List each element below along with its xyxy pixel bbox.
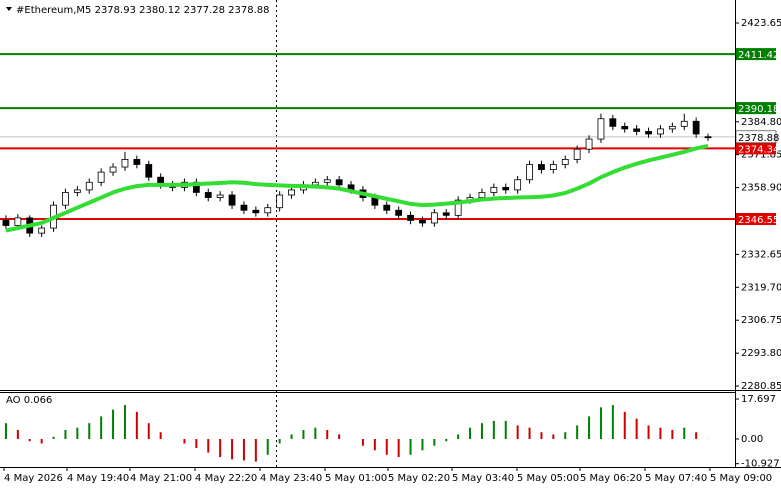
y-tick-label: -10.927	[741, 459, 780, 470]
candle-body	[680, 120, 688, 127]
level-label: 2346.55	[738, 215, 779, 226]
y-tick-label: 2423.65	[741, 18, 781, 29]
x-tick-label: 4 May 19:40	[67, 473, 129, 484]
candle-body	[407, 214, 414, 221]
candle-body	[276, 194, 284, 209]
candle-body	[109, 166, 117, 173]
moving-average	[5, 143, 709, 233]
x-tick-label: 5 May 09:00	[710, 473, 772, 484]
level-label: 2411.42	[738, 50, 779, 61]
y-tick-label: 2358.90	[741, 183, 781, 194]
x-tick-label: 5 May 05:00	[517, 473, 579, 484]
candle-body	[288, 189, 295, 196]
y-tick-label: 2332.65	[741, 249, 781, 260]
y-tick-label: 2280.85	[741, 381, 781, 392]
level-label: 2390.18	[738, 104, 779, 115]
candle-body	[395, 209, 403, 216]
candle-body	[85, 181, 93, 191]
level-label-box	[736, 142, 776, 155]
x-tick-label: 5 May 07:40	[645, 473, 707, 484]
current-price-label: 2378.88	[738, 133, 779, 144]
candle-body	[383, 204, 391, 211]
candle-body	[442, 212, 450, 216]
level-label-box	[736, 102, 776, 115]
x-tick-label: 4 May 22:20	[195, 473, 257, 484]
level-label: 2374.34	[738, 144, 779, 155]
candle-body	[73, 189, 81, 193]
x-tick-label: 5 May 01:00	[325, 473, 387, 484]
candle-body	[549, 164, 557, 170]
y-tick-label: 17.697	[741, 394, 776, 405]
x-tick-label: 5 May 06:20	[580, 473, 642, 484]
candle-body	[490, 186, 498, 193]
candle-body	[38, 227, 46, 234]
x-tick-label: 5 May 02:20	[388, 473, 450, 484]
y-tick-label: 2371.85	[741, 150, 781, 161]
candle-body	[538, 164, 545, 170]
candle-body	[430, 212, 438, 224]
x-tick-label: 4 May 23:40	[260, 473, 322, 484]
candle-body	[145, 164, 153, 178]
candle-body	[264, 207, 272, 214]
candle-body	[121, 159, 129, 168]
candle-body	[478, 192, 486, 198]
candle-body	[228, 194, 236, 206]
candle-body	[419, 220, 426, 224]
candle-body	[2, 220, 10, 226]
y-tick-label: 2319.70	[741, 282, 781, 293]
candle-body	[573, 148, 581, 160]
candle-body	[240, 204, 248, 211]
candle-body	[609, 118, 617, 127]
candle-body	[311, 181, 319, 186]
candle-body	[704, 136, 712, 139]
candle-body	[323, 179, 331, 183]
candle-body	[335, 179, 343, 186]
candle-body	[502, 186, 510, 191]
candle-body	[62, 192, 69, 206]
symbol-icon	[6, 7, 12, 11]
candle-body	[216, 194, 224, 198]
candle-body	[97, 171, 105, 183]
candle-body	[645, 131, 652, 135]
current-price-box	[735, 130, 777, 144]
candle-body	[633, 128, 641, 132]
y-tick-label: 2384.80	[741, 117, 781, 128]
candle-body	[668, 125, 676, 130]
candle-body	[14, 217, 22, 226]
y-tick-label: 0.00	[741, 434, 763, 445]
y-tick-label: 2293.80	[741, 348, 781, 359]
candle-body	[585, 138, 593, 150]
candle-body	[454, 199, 462, 216]
candle-body	[526, 164, 533, 181]
chart-title: #Ethereum,M5 2378.93 2380.12 2377.28 237…	[16, 5, 270, 16]
candle-body	[561, 159, 569, 165]
candle-body	[692, 120, 700, 135]
candle-body	[657, 128, 664, 135]
candle-body	[597, 118, 605, 140]
candle-body	[204, 192, 212, 198]
x-tick-label: 4 May 2026	[4, 473, 63, 484]
level-label-box	[736, 213, 776, 226]
candle-body	[252, 209, 260, 214]
candle-body	[514, 179, 522, 191]
level-label-box	[736, 48, 776, 61]
y-tick-label: 2306.75	[741, 315, 781, 326]
candle-body	[621, 125, 629, 130]
x-tick-label: 5 May 03:40	[452, 473, 514, 484]
x-tick-label: 4 May 21:00	[130, 473, 192, 484]
indicator-label: AO 0.066	[6, 395, 52, 406]
candle-body	[133, 159, 141, 165]
